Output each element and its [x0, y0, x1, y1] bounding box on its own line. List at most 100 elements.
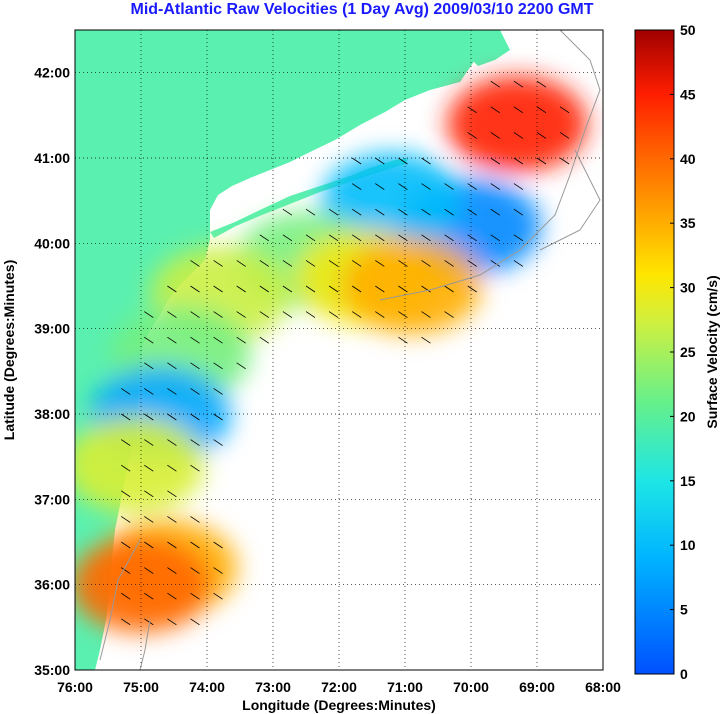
velocity-vector — [167, 541, 177, 549]
x-tick-label: 72:00 — [321, 679, 357, 695]
velocity-vector — [190, 516, 200, 523]
velocity-vector — [167, 413, 177, 421]
velocity-vector — [351, 208, 362, 216]
velocity-vector — [190, 618, 200, 626]
velocity-vector — [444, 311, 454, 318]
velocity-vector — [398, 208, 408, 216]
velocity-vector — [351, 157, 362, 165]
velocity-vector — [167, 311, 177, 318]
velocity-vector — [190, 260, 200, 267]
velocity-vector — [120, 567, 131, 574]
velocity-vector — [444, 183, 454, 190]
velocity-vector — [167, 336, 177, 344]
velocity-vector — [144, 388, 154, 395]
velocity-vector — [144, 464, 154, 472]
velocity-vector — [398, 157, 408, 165]
velocity-vector — [490, 80, 501, 88]
colorbar-tick-label: 45 — [680, 86, 696, 102]
colorbar-tick-label: 50 — [680, 22, 696, 38]
velocity-vector — [375, 285, 385, 293]
velocity-vector — [351, 311, 362, 318]
velocity-vector — [190, 413, 200, 421]
velocity-vector — [236, 362, 246, 370]
velocity-vector — [190, 362, 200, 370]
velocity-vector — [144, 516, 154, 523]
velocity-vector — [421, 208, 431, 216]
velocity-vector — [120, 464, 131, 472]
colorbar-label: Surface Velocity (cm/s) — [704, 275, 720, 428]
velocity-vector — [167, 567, 177, 574]
velocity-vector — [167, 592, 177, 600]
velocity-vector — [144, 336, 154, 344]
velocity-vector — [513, 106, 524, 114]
velocity-vector — [398, 285, 408, 293]
velocity-field — [75, 75, 588, 633]
velocity-vector — [213, 362, 223, 370]
velocity-vector — [144, 618, 154, 626]
velocity-vector — [467, 260, 477, 267]
y-tick-label: 40:00 — [34, 235, 70, 251]
velocity-vector — [467, 183, 477, 190]
land-mass — [75, 30, 475, 670]
velocity-vector — [213, 336, 223, 344]
velocity-region-0 — [447, 75, 588, 172]
velocity-vector — [282, 260, 293, 267]
colorbar-tick-label: 40 — [680, 151, 696, 167]
x-tick-label: 71:00 — [387, 679, 423, 695]
y-axis-label: Latitude (Degrees:Minutes) — [1, 260, 17, 440]
velocity-vector — [190, 464, 200, 472]
velocity-vector — [490, 234, 501, 242]
velocity-vector — [259, 260, 270, 267]
velocity-vector — [167, 285, 177, 293]
x-tick-label: 68:00 — [585, 679, 621, 695]
velocity-vector — [328, 311, 339, 318]
velocity-vector — [213, 567, 223, 574]
velocity-region-5 — [341, 238, 482, 334]
velocity-vector — [375, 157, 385, 165]
colorbar-tick-label: 30 — [680, 280, 696, 296]
velocity-vector — [467, 132, 477, 139]
colorbar-gradient — [634, 29, 675, 675]
velocity-vector — [213, 388, 223, 395]
velocity-vector — [536, 80, 547, 88]
velocity-vector — [213, 592, 223, 600]
velocity-vector — [444, 285, 454, 293]
velocity-vector — [167, 464, 177, 472]
colorbar-tick-label: 10 — [680, 537, 696, 553]
chart-title: Mid-Atlantic Raw Velocities (1 Day Avg) … — [130, 1, 594, 18]
y-tick-label: 41:00 — [34, 150, 70, 166]
velocity-vector — [351, 183, 362, 190]
velocity-vector — [513, 132, 524, 139]
velocity-vector — [398, 234, 408, 242]
velocity-vector — [328, 208, 339, 216]
velocity-vector — [213, 285, 223, 293]
velocity-vector — [398, 311, 408, 318]
velocity-vector — [167, 439, 177, 446]
colorbar-tick-label: 0 — [680, 666, 688, 682]
velocity-vector — [144, 439, 154, 446]
velocity-vector — [351, 234, 362, 242]
velocity-vector — [190, 541, 200, 549]
velocity-vector — [513, 260, 524, 267]
x-axis-label: Longitude (Degrees:Minutes) — [242, 697, 436, 713]
velocity-vector — [421, 336, 431, 344]
map-plot-area[interactable] — [64, 30, 603, 670]
velocity-vector — [444, 260, 454, 267]
velocity-vector — [536, 157, 547, 165]
velocity-vector — [144, 490, 154, 498]
velocity-vector — [513, 157, 524, 165]
colorbar-tick-label: 35 — [680, 215, 696, 231]
velocity-vector — [120, 388, 131, 395]
colorbar-ticks: 0 5 10 15 20 25 30 35 40 45 50 — [670, 22, 696, 682]
velocity-vector — [351, 285, 362, 293]
velocity-vector — [513, 80, 524, 88]
velocity-vector — [282, 311, 293, 318]
velocity-vector — [190, 592, 200, 600]
velocity-vector — [282, 285, 293, 293]
x-tick-label: 76:00 — [57, 679, 93, 695]
velocity-vector — [421, 260, 431, 267]
plot-frame — [74, 29, 604, 671]
velocity-vector — [467, 106, 477, 114]
velocity-vector — [328, 285, 339, 293]
